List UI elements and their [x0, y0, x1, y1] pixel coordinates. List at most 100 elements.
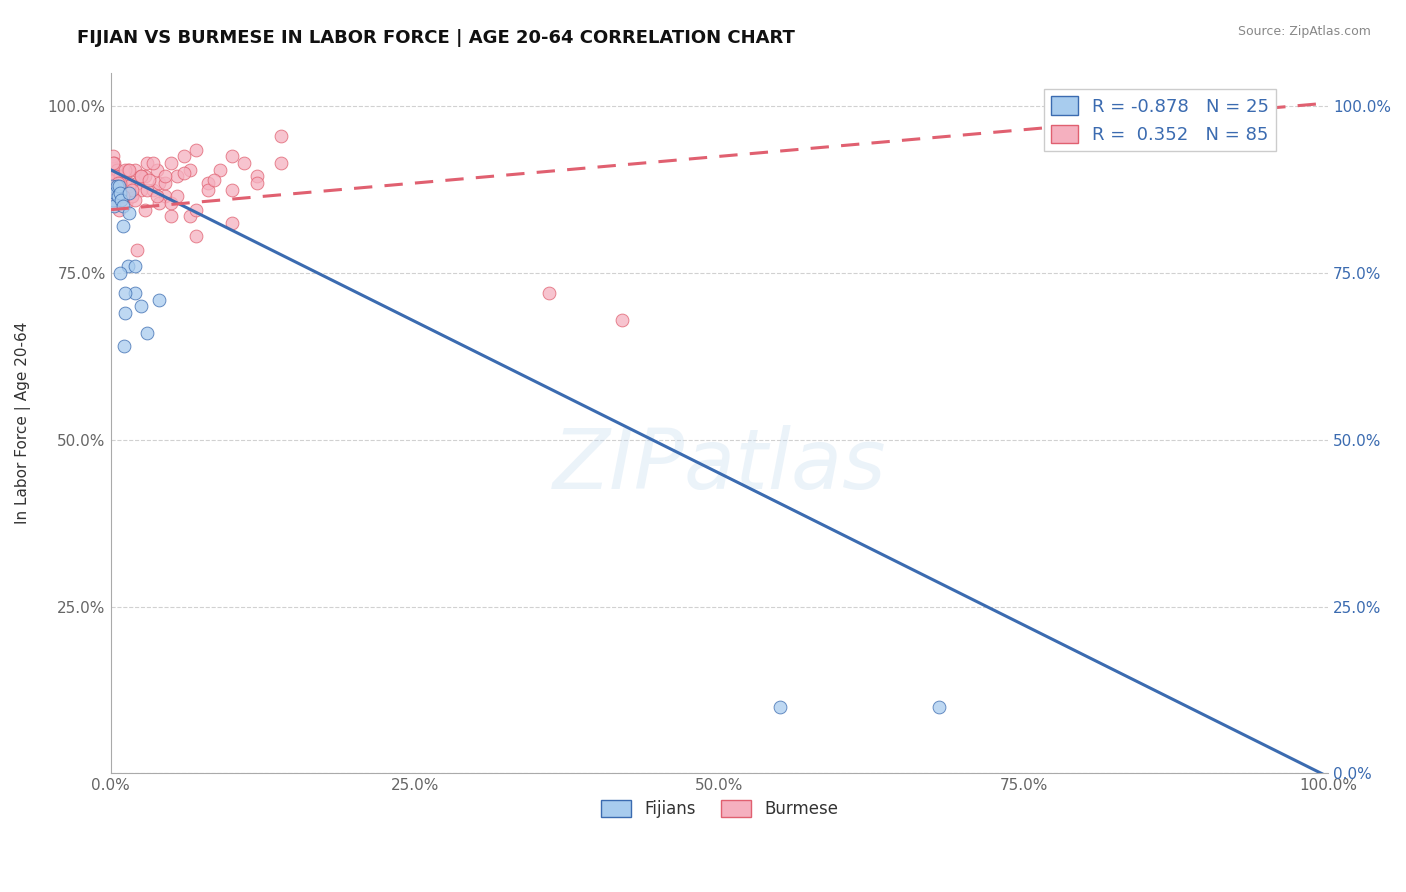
- Point: [148, 196, 170, 211]
- Point: [104, 186, 127, 200]
- Point: [166, 169, 188, 184]
- Point: [270, 129, 292, 144]
- Point: [136, 156, 159, 170]
- Point: [127, 243, 149, 257]
- Point: [112, 176, 135, 190]
- Point: [138, 172, 160, 186]
- Point: [110, 183, 132, 197]
- Point: [129, 169, 152, 184]
- Point: [104, 169, 127, 184]
- Point: [100, 179, 122, 194]
- Point: [173, 149, 195, 163]
- Point: [146, 162, 169, 177]
- Point: [129, 300, 152, 314]
- Point: [146, 189, 169, 203]
- Point: [118, 176, 141, 190]
- Point: [114, 306, 136, 320]
- Point: [103, 156, 125, 170]
- Point: [112, 339, 135, 353]
- Point: [107, 176, 129, 190]
- Point: [110, 169, 132, 184]
- Point: [179, 210, 201, 224]
- Point: [202, 172, 225, 186]
- Point: [101, 149, 124, 163]
- Point: [101, 193, 124, 207]
- Point: [110, 193, 132, 207]
- Point: [114, 176, 136, 190]
- Point: [104, 183, 127, 197]
- Point: [101, 172, 124, 186]
- Point: [537, 286, 560, 301]
- Point: [115, 196, 138, 211]
- Point: [184, 143, 207, 157]
- Point: [108, 202, 131, 217]
- Point: [197, 183, 219, 197]
- Point: [927, 699, 949, 714]
- Point: [124, 286, 146, 301]
- Point: [103, 199, 125, 213]
- Y-axis label: In Labor Force | Age 20-64: In Labor Force | Age 20-64: [15, 322, 31, 524]
- Point: [118, 206, 141, 220]
- Point: [179, 162, 201, 177]
- Point: [136, 183, 159, 197]
- Point: [769, 699, 792, 714]
- Point: [111, 183, 134, 197]
- Point: [110, 189, 132, 203]
- Point: [110, 186, 132, 200]
- Point: [221, 216, 243, 230]
- Point: [142, 183, 165, 197]
- Point: [246, 169, 269, 184]
- Point: [108, 189, 131, 203]
- Point: [118, 179, 141, 194]
- Point: [121, 189, 143, 203]
- Point: [108, 179, 131, 194]
- Point: [117, 162, 139, 177]
- Point: [148, 176, 170, 190]
- Point: [233, 156, 256, 170]
- Text: ZIPatlas: ZIPatlas: [553, 425, 886, 506]
- Point: [105, 162, 128, 177]
- Point: [110, 176, 132, 190]
- Point: [121, 189, 143, 203]
- Point: [134, 202, 156, 217]
- Point: [104, 172, 127, 186]
- Text: Source: ZipAtlas.com: Source: ZipAtlas.com: [1237, 25, 1371, 38]
- Point: [160, 156, 183, 170]
- Point: [155, 169, 177, 184]
- Point: [118, 186, 141, 200]
- Point: [118, 183, 141, 197]
- Point: [114, 286, 136, 301]
- Point: [100, 179, 122, 194]
- Point: [105, 196, 128, 211]
- Point: [155, 189, 177, 203]
- Point: [129, 169, 152, 184]
- Point: [246, 176, 269, 190]
- Point: [173, 166, 195, 180]
- Point: [110, 266, 132, 280]
- Point: [100, 160, 122, 174]
- Point: [160, 210, 183, 224]
- Point: [610, 313, 633, 327]
- Point: [117, 260, 139, 274]
- Point: [114, 183, 136, 197]
- Point: [166, 189, 188, 203]
- Point: [105, 179, 128, 194]
- Text: FIJIAN VS BURMESE IN LABOR FORCE | AGE 20-64 CORRELATION CHART: FIJIAN VS BURMESE IN LABOR FORCE | AGE 2…: [77, 29, 796, 46]
- Point: [107, 189, 129, 203]
- Legend: Fijians, Burmese: Fijians, Burmese: [595, 793, 845, 824]
- Point: [184, 229, 207, 244]
- Point: [221, 149, 243, 163]
- Point: [111, 189, 134, 203]
- Point: [111, 219, 134, 234]
- Point: [121, 183, 143, 197]
- Point: [136, 326, 159, 340]
- Point: [134, 169, 156, 184]
- Point: [103, 186, 125, 200]
- Point: [101, 156, 124, 170]
- Point: [111, 199, 134, 213]
- Point: [107, 176, 129, 190]
- Point: [184, 202, 207, 217]
- Point: [118, 162, 141, 177]
- Point: [155, 176, 177, 190]
- Point: [124, 193, 146, 207]
